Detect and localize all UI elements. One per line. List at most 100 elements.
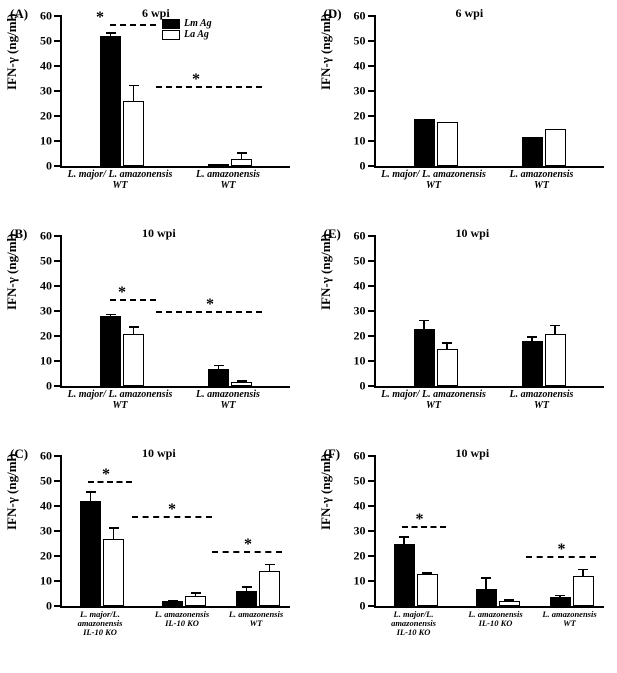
significance-line — [110, 299, 156, 301]
ytick-label: 40 — [30, 499, 52, 514]
ytick — [368, 115, 376, 117]
x-group-label: L. amazonensisWT — [487, 390, 597, 411]
ytick — [368, 480, 376, 482]
ytick — [54, 285, 62, 287]
bar — [522, 341, 543, 386]
ytick-label: 60 — [344, 229, 366, 244]
ytick-label: 20 — [30, 109, 52, 124]
significance-star: * — [96, 9, 104, 27]
ytick — [54, 65, 62, 67]
panel-B: (B)10 wpiIFN-γ (ng/ml)L. major/ L. amazo… — [4, 224, 304, 434]
panel-C: (C)10 wpiIFN-γ (ng/ml)L. major/L. amazon… — [4, 444, 304, 654]
bar — [417, 574, 438, 607]
x-group-label: L. amazonensisWT — [217, 610, 295, 628]
significance-star: * — [102, 466, 110, 484]
significance-star: * — [192, 71, 200, 89]
significance-star: * — [558, 541, 566, 559]
x-group-label: L. major/ L. amazonensisWT — [65, 170, 175, 191]
bar — [437, 122, 458, 166]
bar — [100, 36, 121, 166]
ytick — [54, 335, 62, 337]
ytick-label: 10 — [344, 574, 366, 589]
ytick-label: 20 — [344, 549, 366, 564]
legend-item: Lm Ag — [162, 18, 212, 29]
ytick — [54, 140, 62, 142]
bar — [231, 159, 252, 167]
ytick — [368, 385, 376, 387]
significance-star: * — [118, 284, 126, 302]
error-cap — [555, 595, 565, 597]
bar — [522, 137, 543, 166]
plot-area: 0102030405060** — [374, 456, 604, 608]
ytick — [368, 65, 376, 67]
significance-star: * — [416, 511, 424, 529]
y-axis-label: IFN-γ (ng/ml) — [318, 454, 334, 531]
y-axis-label: IFN-γ (ng/ml) — [4, 234, 20, 311]
ytick — [368, 260, 376, 262]
significance-star: * — [168, 501, 176, 519]
error-bar — [90, 491, 92, 501]
error-cap — [578, 569, 588, 571]
error-bar — [113, 527, 115, 538]
error-cap — [442, 342, 452, 344]
panel-F: (F)10 wpiIFN-γ (ng/ml)L. major/L. amazon… — [318, 444, 617, 654]
bar — [185, 596, 206, 606]
ytick — [54, 115, 62, 117]
x-group-label: L. amazonensisIL-10 KO — [143, 610, 221, 628]
bar — [123, 101, 144, 166]
bar — [499, 601, 520, 606]
bar — [414, 329, 435, 387]
y-axis-label: IFN-γ (ng/ml) — [318, 234, 334, 311]
plot-area: 0102030405060 — [374, 16, 604, 168]
ytick — [368, 40, 376, 42]
ytick — [368, 90, 376, 92]
ytick-label: 0 — [30, 159, 52, 174]
ytick-label: 50 — [30, 254, 52, 269]
bar — [162, 601, 183, 606]
x-group-label: L. amazonensisWT — [487, 170, 597, 191]
ytick — [368, 165, 376, 167]
ytick-label: 40 — [30, 279, 52, 294]
ytick — [368, 235, 376, 237]
ytick — [368, 15, 376, 17]
bar — [208, 164, 229, 167]
ytick — [54, 235, 62, 237]
ytick — [368, 455, 376, 457]
error-cap — [168, 600, 178, 602]
ytick — [54, 605, 62, 607]
ytick-label: 50 — [344, 254, 366, 269]
ytick-label: 50 — [344, 474, 366, 489]
error-cap — [399, 536, 409, 538]
ytick — [368, 285, 376, 287]
ytick-label: 60 — [344, 9, 366, 24]
ytick-label: 20 — [344, 109, 366, 124]
ytick-label: 40 — [344, 279, 366, 294]
ytick-label: 60 — [30, 9, 52, 24]
ytick — [54, 260, 62, 262]
significance-line — [110, 24, 156, 26]
ytick — [368, 310, 376, 312]
error-cap — [106, 314, 116, 316]
error-cap — [109, 527, 119, 529]
y-axis-label: IFN-γ (ng/ml) — [318, 14, 334, 91]
x-group-label: L. major/L. amazonensisIL-10 KO — [61, 610, 139, 637]
ytick-label: 10 — [30, 354, 52, 369]
bar — [573, 576, 594, 606]
error-cap — [481, 577, 491, 579]
bar — [550, 597, 571, 606]
error-cap — [191, 592, 201, 594]
ytick-label: 10 — [344, 354, 366, 369]
legend-swatch — [162, 19, 180, 29]
ytick-label: 30 — [344, 304, 366, 319]
error-bar — [133, 85, 135, 101]
ytick-label: 0 — [30, 379, 52, 394]
ytick — [54, 480, 62, 482]
ytick — [54, 530, 62, 532]
ytick-label: 10 — [344, 134, 366, 149]
ytick-label: 40 — [30, 59, 52, 74]
ytick — [54, 90, 62, 92]
x-group-label: L. amazonensisIL-10 KO — [457, 610, 535, 628]
ytick-label: 30 — [30, 304, 52, 319]
bar — [123, 334, 144, 387]
bar — [545, 129, 566, 167]
